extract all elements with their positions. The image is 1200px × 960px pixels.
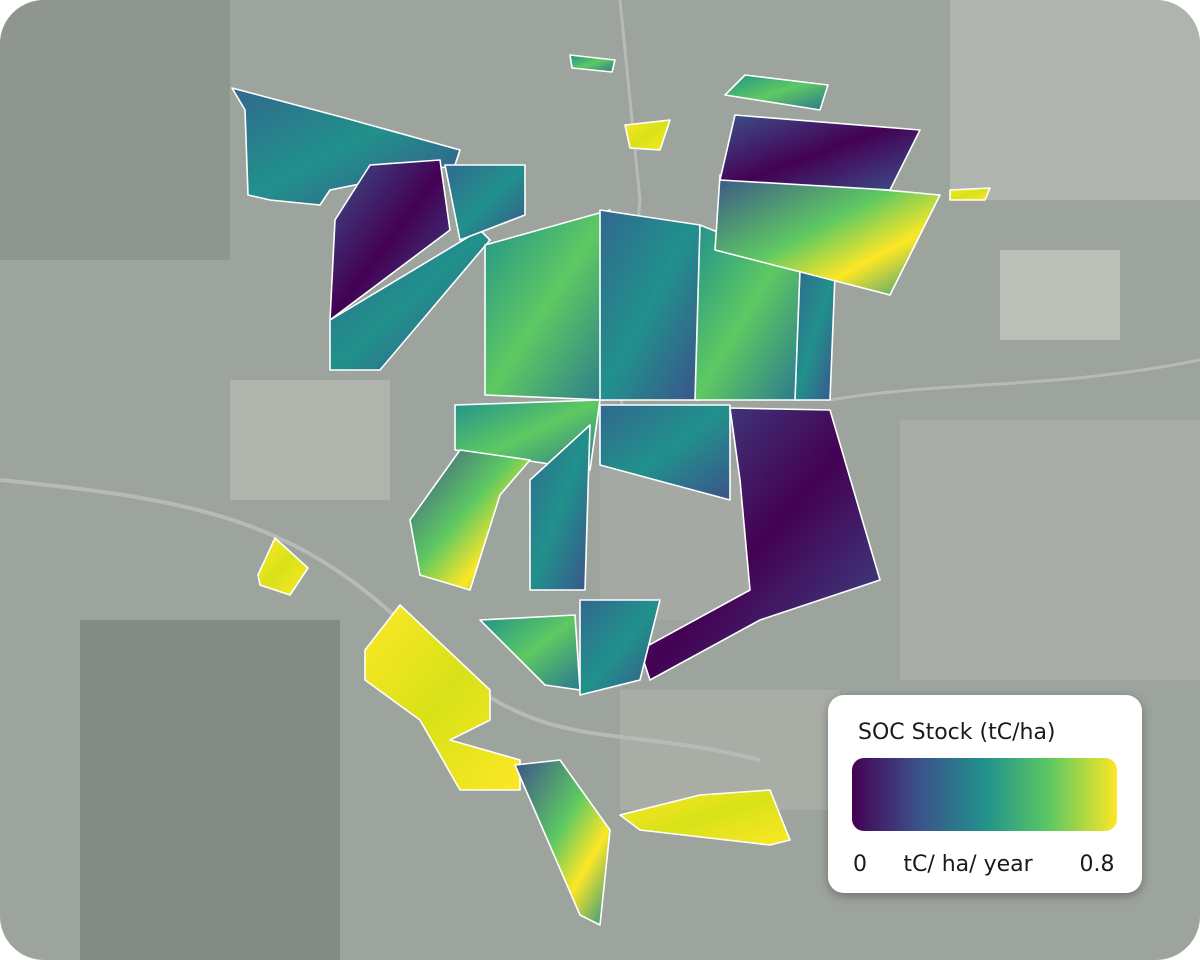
legend: SOC Stock (tC/ha) 0 tC/ ha/ year 0.8 [828, 695, 1142, 893]
color-scale [852, 758, 1117, 831]
legend-max: 0.8 [1080, 852, 1115, 877]
legend-unit: tC/ ha/ year [903, 852, 1033, 877]
soc-fields [231, 54, 991, 926]
legend-min: 0 [853, 852, 867, 877]
legend-title: SOC Stock (tC/ha) [858, 720, 1056, 745]
